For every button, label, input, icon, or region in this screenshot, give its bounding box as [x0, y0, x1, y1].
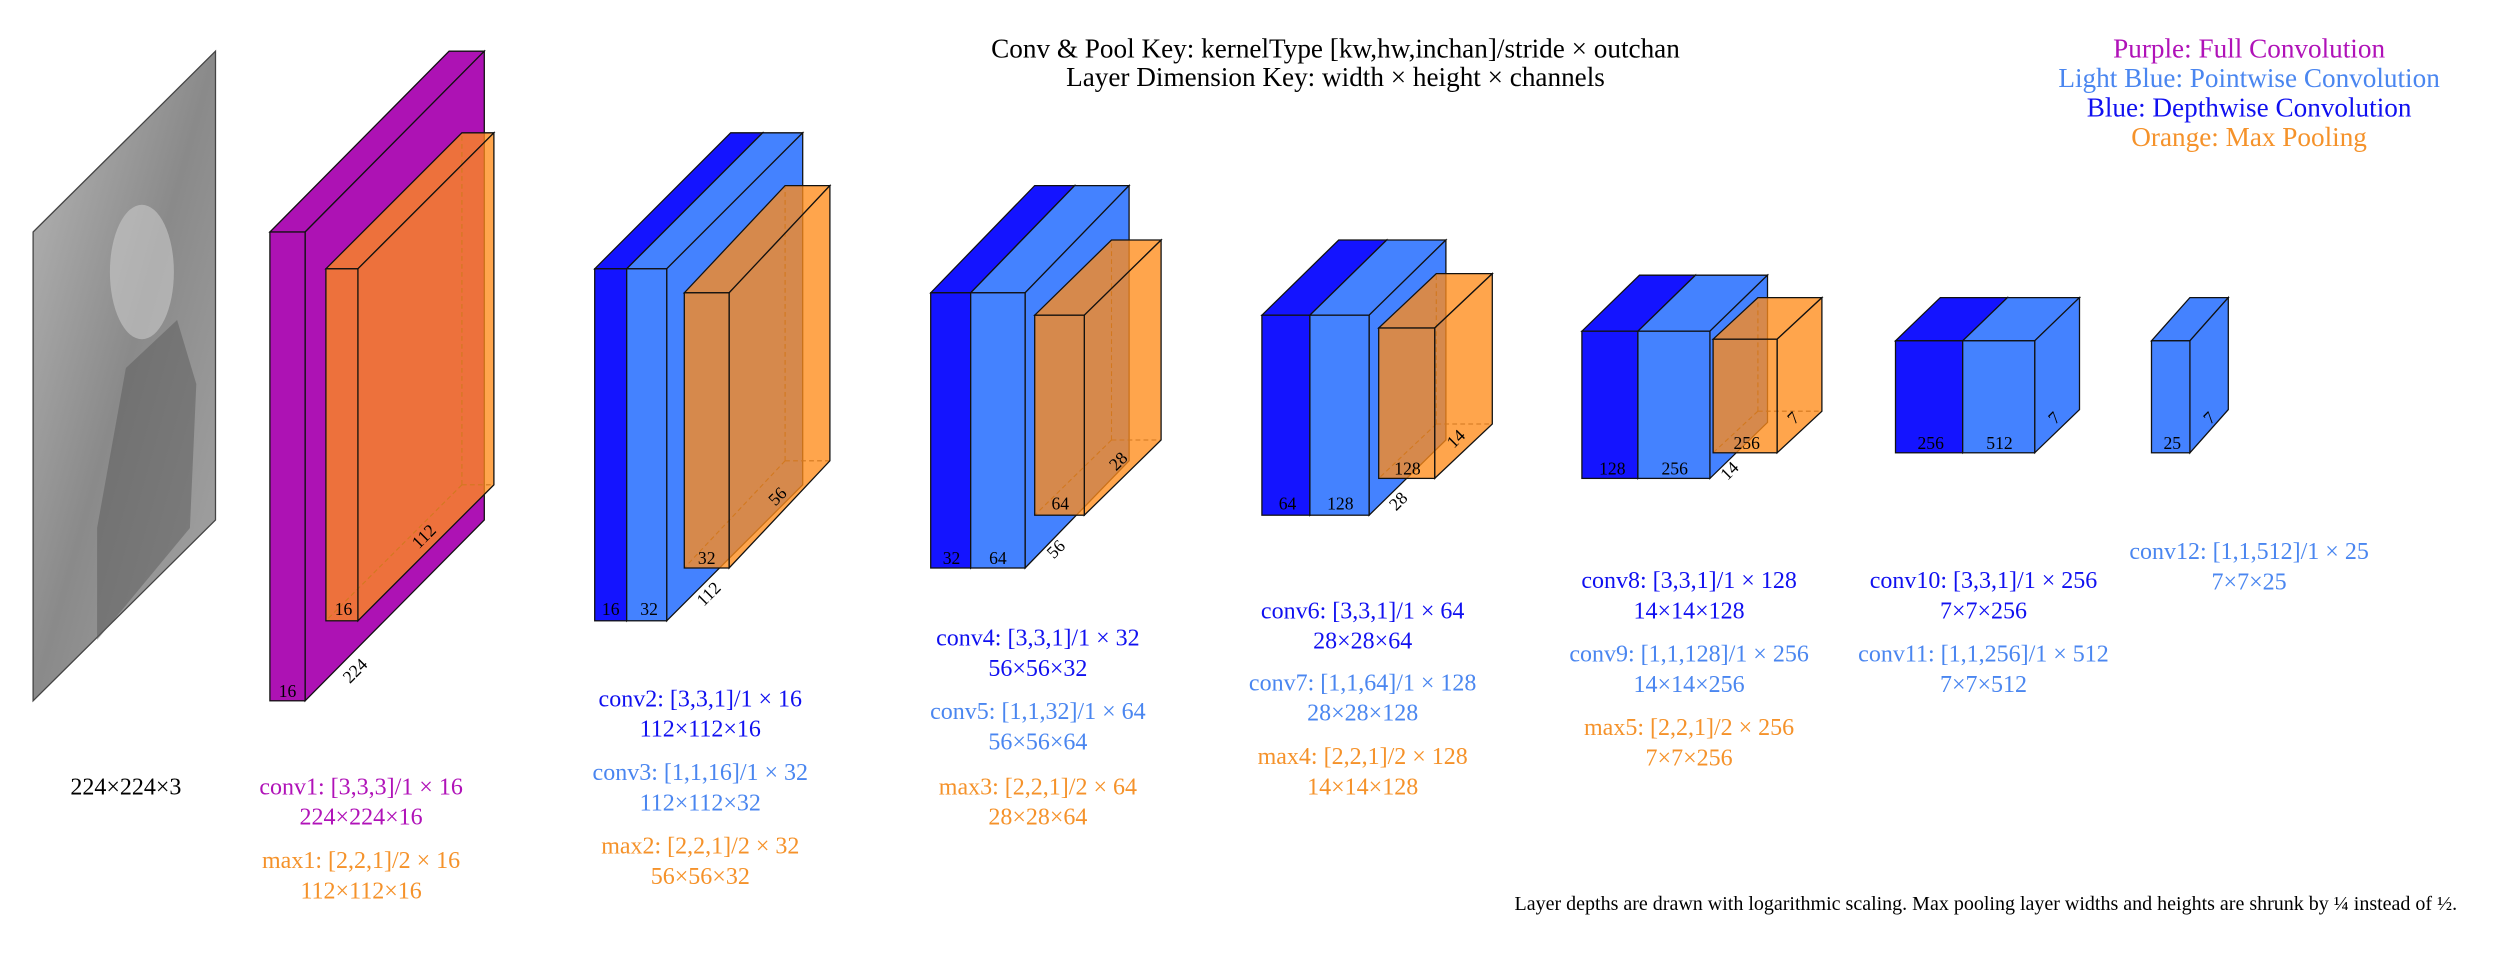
- header-line: Conv & Pool Key: kernelType [kw,hw,incha…: [991, 33, 1680, 63]
- layer-spec: max3: [2,2,1]/2 × 64: [939, 774, 1137, 800]
- box-front: [325, 268, 359, 622]
- layer-spec: conv8: [3,3,1]/1 × 128: [1581, 568, 1797, 594]
- box-dimension: 256: [1734, 433, 1761, 453]
- footnote: Layer depths are drawn with logarithmic …: [1515, 893, 2458, 915]
- legend-entry: Orange: Max Pooling: [2131, 122, 2367, 152]
- box-dimension: 128: [1327, 494, 1354, 514]
- input-image: [32, 49, 217, 703]
- legend-entry: Light Blue: Pointwise Convolution: [2058, 63, 2440, 93]
- layer-dims: 56×56×64: [988, 730, 1087, 756]
- layer-spec: max4: [2,2,1]/2 × 128: [1258, 744, 1468, 770]
- box-front: [683, 292, 730, 569]
- layer-spec: conv1: [3,3,3]/1 × 16: [259, 774, 463, 800]
- input-label: 224×224×3: [70, 774, 181, 800]
- box-dimension: 512: [1986, 433, 2012, 453]
- layer-dims: 14×14×128: [1307, 774, 1418, 800]
- image-silhouette: [97, 320, 197, 640]
- layer-spec: conv6: [3,3,1]/1 × 64: [1261, 598, 1465, 624]
- box-dimension: 128: [1599, 458, 1626, 478]
- layer-spec: conv11: [1,1,256]/1 × 512: [1858, 642, 2109, 668]
- layer-spec: max5: [2,2,1]/2 × 256: [1584, 715, 1794, 741]
- box-front: [269, 231, 306, 702]
- box-dimension: 128: [1394, 458, 1421, 478]
- layer-dims: 28×28×128: [1307, 701, 1418, 727]
- layer-dims: 112×112×32: [640, 790, 761, 816]
- box-front: [1712, 338, 1778, 454]
- box-dimension: 64: [1279, 494, 1297, 514]
- box-front: [970, 292, 1026, 569]
- box-front: [1962, 340, 2036, 454]
- layer-dims: 56×56×32: [651, 864, 750, 890]
- layer-spec: conv7: [1,1,64]/1 × 128: [1249, 670, 1477, 696]
- box-front: [1581, 330, 1639, 480]
- layer-spec: conv9: [1,1,128]/1 × 256: [1569, 642, 1809, 668]
- box-front: [1894, 340, 1964, 454]
- layer-spec: conv2: [3,3,1]/1 × 16: [599, 686, 803, 712]
- layer-dims: 14×14×128: [1634, 598, 1745, 624]
- box-front: [2150, 340, 2191, 454]
- layer-spec: max1: [2,2,1]/2 × 16: [262, 848, 460, 874]
- layer-dims: 7×7×256: [1940, 598, 2027, 624]
- layer-dims: 7×7×512: [1940, 672, 2027, 698]
- box-front: [1261, 314, 1311, 516]
- box-dimension: 256: [1662, 458, 1689, 478]
- layer-dims: 28×28×64: [1313, 629, 1412, 655]
- layer-dims: 56×56×32: [988, 656, 1087, 682]
- legend-entry: Purple: Full Convolution: [2113, 33, 2385, 63]
- layer-dims: 112×112×16: [300, 878, 421, 904]
- conv-layer: 257: [2150, 295, 2230, 455]
- layer-dims: 28×28×64: [988, 805, 1087, 831]
- box-dimension: 25: [2164, 433, 2182, 453]
- layer-dims: 7×7×256: [1646, 746, 1733, 772]
- box-dimension: 256: [1918, 433, 1945, 453]
- box-front: [626, 268, 668, 622]
- image-face: [109, 204, 174, 340]
- layer-spec: conv5: [1,1,32]/1 × 64: [930, 699, 1146, 725]
- legend-entry: Blue: Depthwise Convolution: [2087, 93, 2412, 123]
- box-dimension: 16: [335, 599, 353, 619]
- box-dimension: 32: [640, 599, 658, 619]
- layer-dims: 224×224×16: [300, 805, 423, 831]
- box-dimension: 16: [602, 599, 620, 619]
- layer-dims: 14×14×256: [1634, 672, 1745, 698]
- layer-spec: conv12: [1,1,512]/1 × 25: [2129, 539, 2369, 565]
- box-dimension: 32: [943, 548, 961, 568]
- layer-dims: 7×7×25: [2212, 570, 2287, 596]
- layer-dims: 112×112×16: [640, 717, 761, 743]
- box-front: [1378, 327, 1436, 480]
- box-front: [1309, 314, 1370, 516]
- layer-spec: conv4: [3,3,1]/1 × 32: [936, 626, 1140, 652]
- layer-spec: conv3: [1,1,16]/1 × 32: [593, 760, 809, 786]
- header-line: Layer Dimension Key: width × height × ch…: [1066, 62, 1605, 92]
- box-front: [930, 292, 972, 569]
- box-front: [1637, 330, 1711, 480]
- box-front: [594, 268, 628, 622]
- layer-spec: max2: [2,2,1]/2 × 32: [601, 834, 799, 860]
- box-front: [1034, 314, 1085, 516]
- box-dimension: 64: [989, 548, 1007, 568]
- box-dimension: 16: [279, 681, 297, 701]
- layer-spec: conv10: [3,3,1]/1 × 256: [1870, 568, 2098, 594]
- box-dimension: 64: [1052, 494, 1070, 514]
- box-dimension: 32: [698, 548, 716, 568]
